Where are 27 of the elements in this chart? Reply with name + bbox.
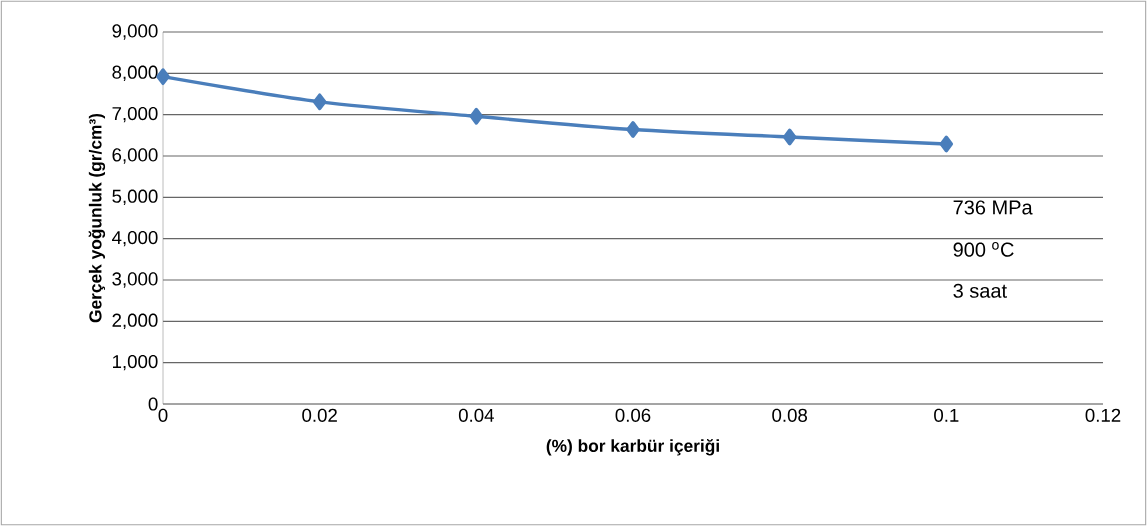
point [782,128,797,146]
x-tick-label: 0.08 [772,408,808,422]
annotation: 900 $^{o}$C [953,242,1014,257]
y-axis-title: Gerçek yoğunluk (gr/cm³) [88,113,106,323]
x-tick-label: 0.1 [934,408,959,422]
y-tick-label: 8,000 [112,65,158,82]
y-tick-label: 9,000 [112,24,158,40]
point [626,121,640,138]
y-tick-label: 7,000 [112,106,158,123]
y-tick-label: 1,000 [113,354,158,371]
x-tick-label: 0.04 [458,408,494,422]
x-tick-label: 0.06 [615,408,651,422]
point [939,135,954,153]
x-tick-label: 0.12 [1085,408,1121,422]
y-tick-label: 3,000 [112,272,158,288]
x-axis-title: (%) bor karbür içeriği [546,439,719,456]
x-tick-label: 0.02 [302,408,337,422]
point [312,93,327,111]
point [469,107,484,125]
annotation: 736 MPa [953,200,1033,215]
y-tick-label: 5,000 [112,189,158,206]
y-tick-label: 6,000 [112,148,158,164]
y-tick-label: 2,000 [112,313,158,330]
annotation: 3 saat [953,283,1007,298]
x-tick-label: 0 [158,408,168,422]
y-tick-label: 0 [148,397,158,411]
y-tick-label: 4,000 [112,230,158,247]
